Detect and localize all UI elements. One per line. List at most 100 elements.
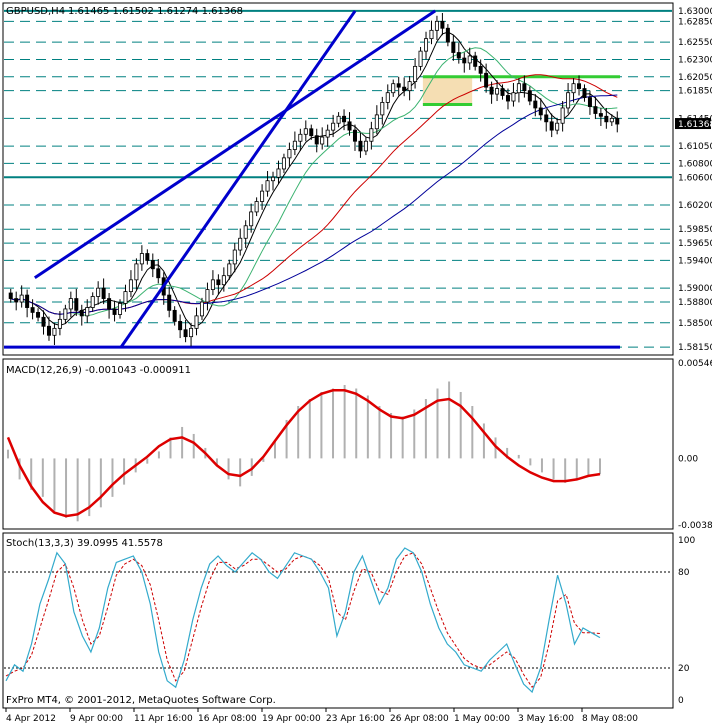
candle-body-80 [445,27,450,43]
candle-body-55 [309,128,314,137]
candle-body-101 [560,107,565,124]
candle-body-62 [347,121,352,131]
candle-body-109 [604,115,609,123]
price-label-bg-4 [675,70,711,82]
candle-body-77 [429,29,434,40]
price-label-2: 1.62550 [678,38,712,48]
stoch-label: Stoch(13,3,3) 39.0995 41.5578 [6,538,163,549]
candle-body-83 [462,57,467,64]
price-label-bg-12 [675,223,711,235]
candle-body-100 [555,122,560,131]
candle-body-85 [473,55,478,67]
candle-body-82 [456,52,461,59]
time-label-2: 11 Apr 16:00 [134,714,193,724]
candle-body-94 [522,83,527,92]
candle-body-58 [325,129,330,138]
candle-body-27 [156,268,161,279]
time-label-7: 1 May 00:00 [454,714,510,724]
candle-body-45 [254,201,259,213]
time-label-8: 3 May 16:00 [518,714,574,724]
candle-body-44 [249,211,254,227]
candle-body-75 [418,50,423,67]
candle-body-14 [85,307,90,317]
time-label-9: 8 May 08:00 [582,714,638,724]
candle-body-74 [413,65,418,83]
macd-axis-label-0: 0.00546 [678,359,712,369]
moving-averages [10,31,618,327]
candle-body-41 [232,249,237,265]
candle-body-22 [128,279,133,293]
price-label-bg-10 [675,171,711,183]
candle-body-92 [511,92,516,102]
candle-body-67 [374,114,379,130]
price-label-bg-16 [675,296,711,308]
price-label-bg-18 [675,341,711,353]
price-label-bg-6 [675,112,711,124]
stoch-axis: 100 80 20 0 [678,536,695,706]
candle-body-98 [544,114,549,123]
macd-axis-label-1: 0.00 [678,454,698,464]
price-label-bg-5 [675,84,711,96]
price-label-bg-14 [675,254,711,266]
candle-body-13 [79,309,84,317]
candle-body-95 [527,90,532,102]
candle-body-5 [36,312,41,318]
price-label-4: 1.62050 [678,73,712,83]
candle-body-60 [336,115,341,124]
macd-axis-label-2: -0.00381 [678,521,712,531]
candle-body-39 [221,275,226,286]
stoch-main-line [5,547,601,694]
candle-body-108 [598,113,603,117]
candle-body-91 [505,95,510,102]
candle-body-16 [96,287,101,297]
candle-body-107 [593,106,598,114]
candle-body-88 [489,86,494,95]
price-label-9: 1.60800 [678,159,712,169]
price-label-15: 1.59000 [678,284,712,294]
candle-body-38 [216,279,221,286]
consolidation-rectangle [422,76,473,105]
channel-line-0 [119,10,357,348]
candle-body-43 [243,225,248,239]
candle-body-15 [90,296,95,308]
candle-body-51 [287,149,292,159]
rectangle-object[interactable] [422,75,620,106]
macd-panel[interactable]: 0.00546 0.00 -0.00381 MACD(12,26,9) -0.001… [2,358,712,531]
candle-body-46 [260,190,265,202]
price-label-bg-2 [675,36,711,48]
stochastic-panel[interactable]: 100 80 20 0 Stoch(13,3,3) 39.0995 41.5578 F… [2,532,695,709]
candle-body-34 [194,315,199,329]
candle-body-36 [205,289,210,303]
candle-body-54 [303,128,308,135]
price-label-16: 1.58800 [678,298,712,308]
candle-body-29 [167,294,172,311]
candle-body-6 [41,316,46,327]
candle-body-25 [145,253,150,261]
candle-body-7 [46,325,51,336]
time-label-1: 9 Apr 00:00 [70,714,123,724]
stoch-panel-frame [2,532,674,709]
candle-body-26 [150,260,155,270]
price-label-3: 1.62300 [678,55,712,65]
candle-body-42 [238,237,243,251]
candle-body-49 [276,168,281,178]
price-label-13: 1.59650 [678,239,712,249]
candle-body-53 [298,133,303,142]
candle-body-11 [68,298,73,310]
price-panel-frame [2,2,674,356]
price-label-14: 1.59400 [678,256,712,266]
price-label-10: 1.60600 [678,173,712,183]
candle-body-12 [74,298,79,311]
copyright-label: FxPro MT4, © 2001-2012, MetaQuotes Softw… [6,695,276,706]
price-label-12: 1.59850 [678,225,712,235]
price-label-bg-0 [675,4,711,16]
candle-body-96 [533,100,538,109]
candle-body-61 [342,115,347,123]
candle-body-99 [549,121,554,131]
price-label-bg-1 [675,15,711,27]
channel-lines[interactable] [33,9,437,348]
candle-body-21 [123,291,128,304]
candle-body-68 [380,102,385,116]
